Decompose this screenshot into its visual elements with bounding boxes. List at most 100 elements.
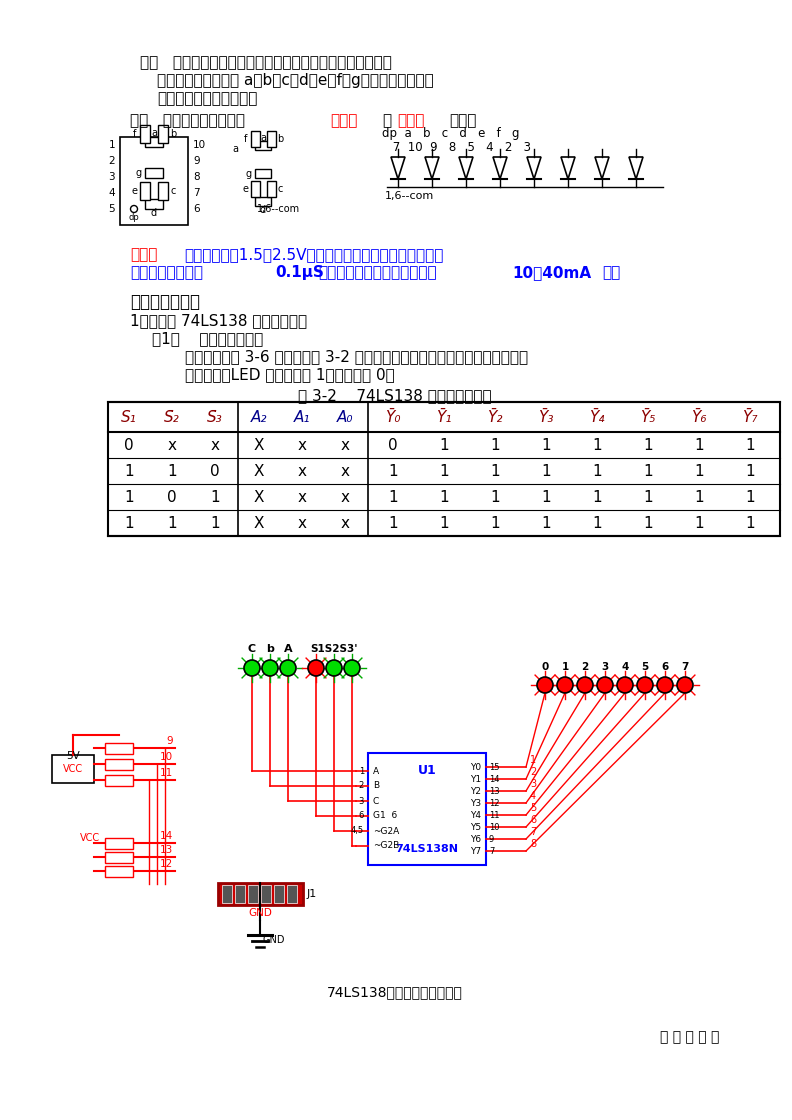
Text: 1: 1 [694,489,704,504]
Text: A: A [373,766,379,775]
Text: A: A [284,644,292,654]
Circle shape [244,660,260,676]
Text: ），但每一段的工作电流大（: ），但每一段的工作电流大（ [318,265,436,280]
Text: 8: 8 [530,839,536,849]
Text: X: X [253,464,265,478]
Text: 1: 1 [530,755,536,765]
Text: 0: 0 [210,464,220,478]
Text: VCC: VCC [63,764,83,774]
Text: 两种。: 两种。 [449,113,476,128]
Bar [274,885,284,903]
Bar [261,885,271,903]
Circle shape [344,660,360,676]
Text: 1: 1 [541,489,550,504]
Text: x: x [298,438,307,452]
Text: A₂: A₂ [251,410,267,424]
Text: 四、实验步骤：: 四、实验步骤： [130,293,200,311]
Text: 74LS138控制端功能测试电路: 74LS138控制端功能测试电路 [327,984,463,999]
Text: 2: 2 [109,156,115,166]
Text: 1: 1 [643,438,653,452]
Text: X: X [253,515,265,531]
Bar [105,851,133,862]
Text: 9: 9 [193,156,200,166]
Circle shape [326,660,342,676]
Text: Ȳ₄: Ȳ₄ [589,410,605,424]
Text: 2: 2 [359,782,364,791]
Text: a: a [151,128,157,138]
Bar [248,885,258,903]
Text: 1: 1 [167,464,177,478]
Text: x: x [298,515,307,531]
Text: GND: GND [263,935,285,945]
Text: 0: 0 [124,438,134,452]
Text: 1: 1 [745,489,755,504]
Text: 14: 14 [160,831,173,841]
Text: dp: dp [128,213,139,222]
Bar [140,183,150,200]
Text: 1: 1 [745,438,755,452]
Text: 0: 0 [388,438,398,452]
Text: b: b [277,134,283,144]
Text: b: b [169,129,176,139]
Bar [145,199,163,209]
Text: 共阳极: 共阳极 [397,113,425,128]
Text: GND: GND [248,908,272,918]
Text: 1: 1 [745,515,755,531]
Text: 13: 13 [489,786,500,795]
Text: 则相应段的发光管发光。: 则相应段的发光管发光。 [157,91,257,106]
Text: 1: 1 [388,464,398,478]
Polygon shape [629,157,643,179]
Text: 1: 1 [124,515,134,531]
Text: d: d [151,208,157,218]
Text: 1: 1 [440,489,449,504]
Text: 1: 1 [541,464,550,478]
Circle shape [657,676,673,693]
Bar [255,169,271,178]
Text: g: g [246,169,252,179]
Text: 1: 1 [643,489,653,504]
Text: 12: 12 [489,799,500,808]
Text: 1、译码器 74LS138 逻辑功能测试: 1、译码器 74LS138 逻辑功能测试 [130,312,307,328]
Text: 1: 1 [490,438,500,452]
Text: 分类   按连接方式不同分为: 分类 按连接方式不同分为 [130,113,245,128]
Text: 9: 9 [489,834,494,843]
Text: X: X [253,438,265,452]
Text: ）。: ）。 [602,265,620,280]
Bar [368,753,486,865]
Text: 11: 11 [160,768,173,778]
Text: g: g [136,168,142,178]
Text: VCC: VCC [80,833,100,843]
Bar [222,885,232,903]
Text: 0.1μS: 0.1μS [275,265,324,280]
Text: A₀: A₀ [337,410,353,424]
Text: 7: 7 [681,662,689,672]
Text: 构成   将七个发光二极管按一定方式连接在一起，每段为一个: 构成 将七个发光二极管按一定方式连接在一起，每段为一个 [140,55,392,71]
Text: Y3: Y3 [470,799,481,808]
Text: 6: 6 [530,815,536,825]
Text: Ȳ₃: Ȳ₃ [539,410,554,424]
Text: 5: 5 [530,803,536,813]
Bar [158,183,168,200]
Text: 1: 1 [694,438,704,452]
Text: U1: U1 [417,765,436,777]
Circle shape [280,660,296,676]
Bar [105,743,133,754]
Text: f: f [133,129,137,139]
Text: x: x [341,438,349,452]
Bar [105,838,133,849]
Text: x: x [341,464,349,478]
Text: 3: 3 [359,796,364,805]
Text: 6: 6 [359,812,364,821]
Text: 1: 1 [124,464,134,478]
Polygon shape [527,157,541,179]
Text: 共阴极: 共阴极 [330,113,357,128]
Text: x: x [298,489,307,504]
Text: ~G2B: ~G2B [373,841,399,850]
Text: Ȳ₆: Ȳ₆ [691,410,706,424]
Text: 4: 4 [109,188,115,198]
Text: 2: 2 [530,767,536,777]
Text: 5V: 5V [66,752,80,760]
Text: 3: 3 [601,662,608,672]
Text: 7  10  9   8   5   4   2   3: 7 10 9 8 5 4 2 3 [389,141,531,155]
Text: 10～40mA: 10～40mA [512,265,591,280]
